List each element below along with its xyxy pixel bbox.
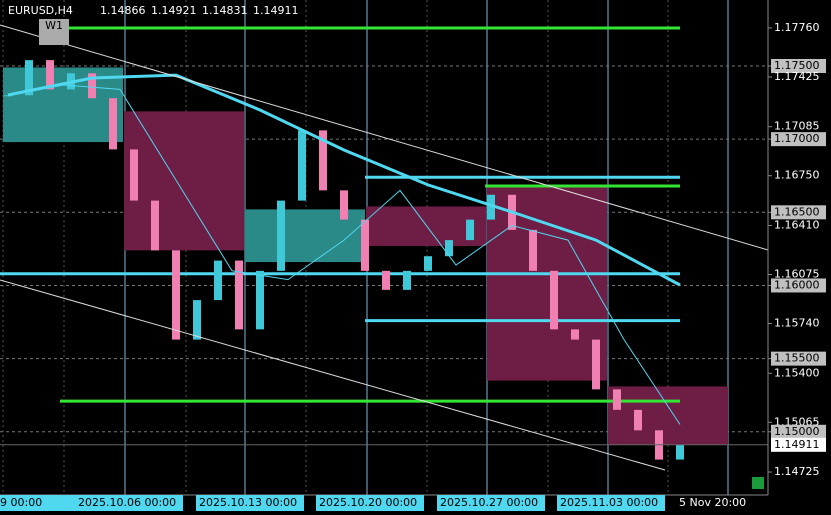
y-tick-box [771,58,826,73]
candle [277,200,285,271]
x-tick-label: 2025.11.03 00:00 [560,496,658,509]
candle [88,73,96,99]
candle [193,300,201,340]
x-label-box [437,495,545,511]
candle [571,329,579,340]
timeframe-button[interactable] [39,19,69,45]
x-tick-label: 2025.10.13 00:00 [199,496,297,509]
candle [382,270,390,290]
candle [676,444,684,460]
channel-bottom [0,279,666,471]
candle [550,270,558,330]
x-tick-label: 5 Nov 20:00 [679,496,746,509]
ohlc-value: 1.14911 [253,4,299,17]
x-label-box [316,495,424,511]
y-tick-label: 1.17085 [774,120,820,133]
ohlc-header: 1.14866 1.14921 1.14831 1.14911 [100,4,299,17]
candle [529,229,537,271]
x-tick-label: 29 00:00 [0,496,42,509]
weekly-box [608,386,728,445]
scroll-button[interactable] [752,477,764,489]
y-tick-label: 1.15000 [774,425,820,438]
candle [130,149,138,201]
candle [403,270,411,290]
y-tick-box [771,205,826,220]
moving-average [7,84,681,425]
candle [214,260,222,301]
time-axis: 29 00:00 2025.10.06 00:00 2025.10.13 00:00… [0,495,746,511]
x-label-box [75,495,183,511]
current-price-label: 1.14911 [774,438,820,451]
y-tick-box [771,424,826,439]
x-label-box [196,495,304,511]
y-tick-box [771,132,826,147]
candle [424,256,432,271]
x-tick-label: 2025.10.06 00:00 [78,496,176,509]
y-tick-label: 1.16750 [774,169,820,182]
x-label-box [557,495,665,511]
channel-top [0,24,769,251]
candle [634,409,642,431]
y-tick-label: 1.14725 [774,465,820,478]
candle [25,60,33,96]
candle [298,130,306,201]
plot [0,26,768,460]
candle [445,240,453,257]
y-tick-label: 1.16000 [774,278,820,291]
weekly-box [3,67,123,143]
candle [592,339,600,390]
y-tick-label: 1.17425 [774,70,820,83]
y-tick-label: 1.16500 [774,205,820,218]
candle [361,219,369,271]
x-tick-label: 2025.10.27 00:00 [440,496,538,509]
y-tick-label: 1.15740 [774,317,820,330]
y-tick-label: 1.17760 [774,21,820,34]
candle [109,98,117,150]
y-tick-box [771,351,826,366]
candle [256,270,264,330]
x-label-box [0,495,98,511]
candle [172,250,180,340]
candle [487,194,495,220]
x-tick-label: 2025.10.20 00:00 [319,496,417,509]
current-price-box [771,437,826,452]
candle [340,190,348,220]
weekly-box [487,185,607,381]
candle [319,130,327,191]
candle [613,389,621,410]
candle [4,95,12,97]
timeframe-label[interactable]: W1 [45,19,63,32]
symbol: EURUSD,H4 [8,4,73,17]
y-tick-label: 1.17500 [774,59,820,72]
y-tick-label: 1.17000 [774,132,820,145]
weekly-box [124,111,244,251]
y-tick-label: 1.15400 [774,366,820,379]
ohlc-value: 1.14921 [151,4,197,17]
y-tick-label: 1.15500 [774,352,820,365]
candle [151,200,159,251]
ohlc-value: 1.14831 [202,4,248,17]
candle [46,60,54,90]
y-tick-box [771,278,826,293]
candle [235,260,243,330]
y-tick-label: 1.16410 [774,218,820,231]
ohlc-value: 1.14866 [100,4,146,17]
candle [466,219,474,241]
moving-average [7,73,681,287]
y-tick-label: 1.16075 [774,267,820,280]
